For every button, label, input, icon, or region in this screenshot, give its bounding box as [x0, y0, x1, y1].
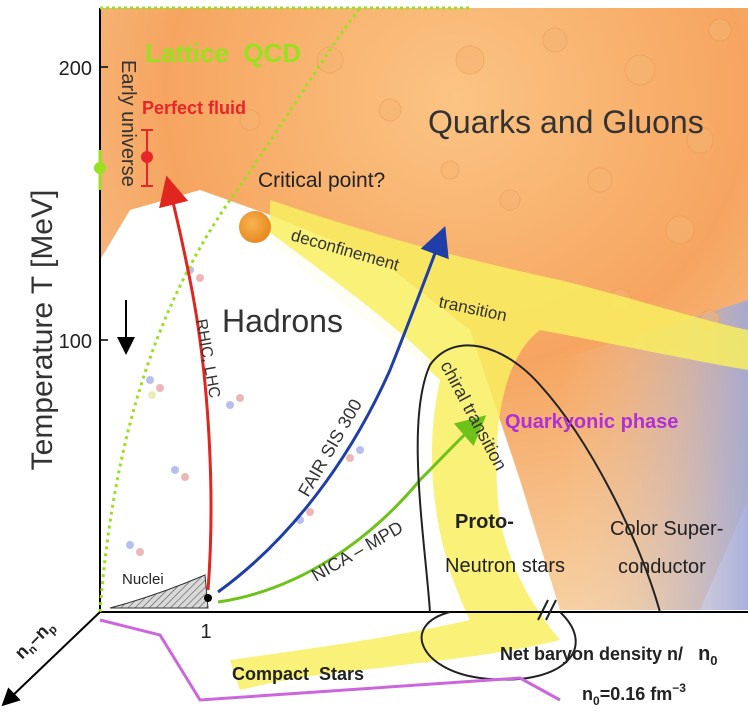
x-axis-label-main: Net baryon density n/	[500, 644, 683, 664]
x-axis-label-sub: 0	[710, 653, 717, 668]
color-super-label-2: conductor	[618, 556, 706, 578]
norm-value: =0.16 fm	[600, 684, 673, 704]
hadrons-label: Hadrons	[222, 303, 343, 339]
y-tick-label-100: 100	[59, 331, 92, 353]
y-axis-label: Temperature T [MeV]	[26, 190, 59, 471]
normalization-def: n0=0.16 fm−3	[582, 681, 686, 708]
nuclei-point	[204, 594, 212, 602]
color-super-label-1: Color Super-	[610, 518, 723, 540]
perfect-fluid-label: Perfect fluid	[142, 98, 246, 118]
quarkyonic-label: Quarkyonic phase	[505, 411, 678, 433]
proto-label: Proto-	[455, 511, 514, 533]
neutron-stars-label: Neutron stars	[445, 555, 565, 577]
early-universe-label: Early universe	[117, 60, 139, 187]
critical-point-marker	[239, 211, 271, 243]
quarks-gluons-label: Quarks and Gluons	[428, 104, 704, 140]
x-axis-label: Net baryon density n/ n0	[500, 643, 718, 668]
norm-exp: −3	[672, 681, 686, 695]
early-universe-point	[94, 162, 106, 174]
perfect-fluid-point	[141, 151, 153, 163]
lattice-qcd-label: Lattice QCD	[145, 38, 301, 68]
nuclei-label: Nuclei	[122, 571, 164, 588]
x-tick-label-1: 1	[200, 621, 211, 643]
norm-n: n	[582, 684, 593, 704]
critical-point-label: Critical point?	[258, 169, 385, 192]
x-axis-label-n: n	[698, 643, 710, 665]
y-tick-label-200: 200	[59, 58, 92, 80]
compact-stars-label: Compact Stars	[232, 664, 364, 684]
